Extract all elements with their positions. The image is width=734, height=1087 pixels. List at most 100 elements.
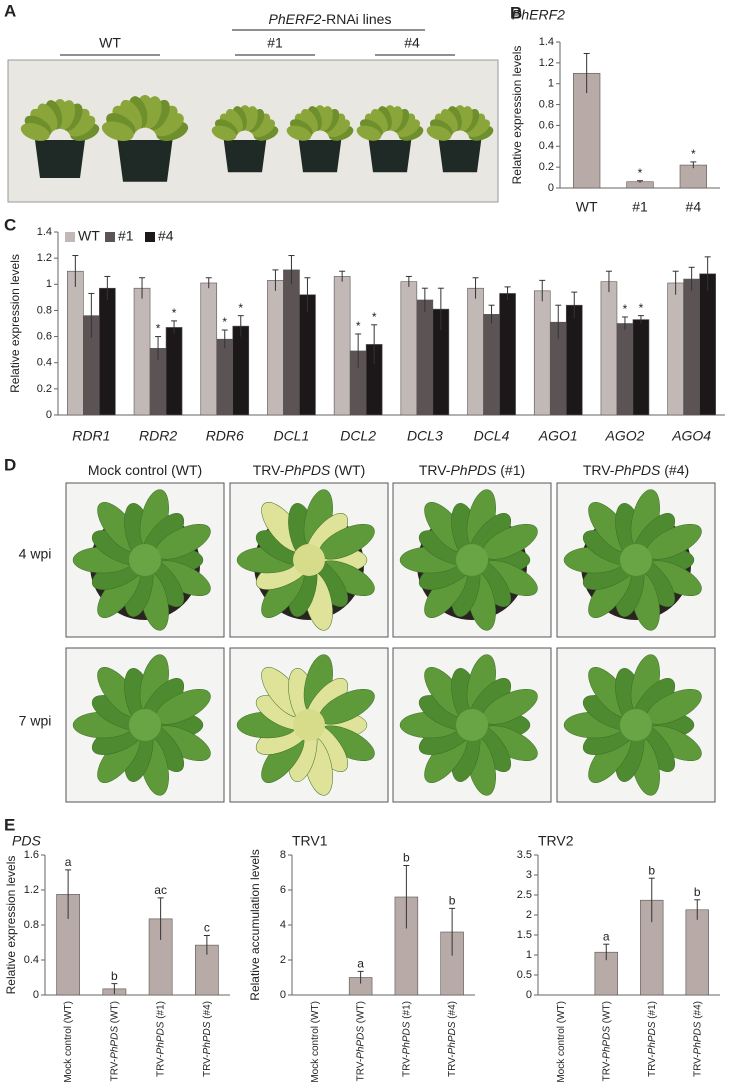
leaf	[20, 123, 50, 141]
bar	[200, 282, 218, 416]
y-tick-label: 0.5	[517, 969, 532, 981]
leaf	[211, 125, 237, 141]
x-tick-label: Mock control (WT)	[555, 1001, 566, 1083]
leaf	[620, 709, 652, 741]
y-tick-label: 2	[280, 954, 286, 966]
x-tick-label: TRV-PhPDS (#1)	[401, 1001, 412, 1077]
y-tick-label: 0.4	[37, 357, 52, 369]
text-part: PhPDS	[601, 1026, 612, 1059]
significance-label: a	[65, 855, 72, 869]
x-tick-label: WT	[576, 199, 598, 215]
significance-label: *	[172, 306, 177, 320]
text-part: PhPDS	[355, 1026, 366, 1059]
text-part: (#1)	[646, 1001, 657, 1022]
pot	[438, 140, 482, 173]
y-tick-label: 1	[46, 278, 52, 290]
x-tick-label: #4	[686, 199, 702, 215]
bar	[600, 281, 618, 416]
x-tick-label: AGO2	[604, 428, 644, 444]
legend-swatch	[105, 232, 115, 242]
y-tick-label: 1	[548, 78, 554, 90]
text-part: (#4)	[447, 1001, 458, 1022]
y-tick-label: 8	[280, 849, 286, 861]
y-tick-label: 1.6	[24, 849, 39, 861]
bar	[685, 909, 709, 996]
text-part: TRV-	[355, 1059, 366, 1082]
text-part: Mock control (WT)	[88, 462, 202, 478]
significance-label: b	[449, 894, 456, 908]
legend-swatch	[65, 232, 75, 242]
y-tick-label: 0.8	[37, 304, 52, 316]
leaf	[286, 125, 312, 141]
text-part: Mock control (WT)	[310, 1001, 321, 1083]
pot	[35, 140, 85, 178]
pot	[117, 140, 173, 182]
x-tick-label: DCL1	[274, 428, 310, 444]
x-tick-label: RDR6	[206, 428, 244, 444]
bar	[232, 325, 250, 416]
text-part: Mock control (WT)	[63, 1001, 74, 1083]
text-part: PhPDS	[109, 1026, 120, 1059]
bar	[499, 293, 516, 416]
bar	[416, 299, 434, 416]
text-part: TRV-	[401, 1054, 412, 1077]
panel-label: C	[4, 215, 16, 234]
legend-label: WT	[78, 228, 100, 244]
y-tick-label: 0.8	[539, 98, 554, 110]
bar	[283, 269, 300, 416]
pot	[223, 140, 267, 173]
leaf	[620, 544, 652, 576]
bar	[165, 327, 183, 416]
y-tick-label: 1.4	[37, 226, 52, 238]
x-tick-label: RDR1	[72, 428, 110, 444]
panel-label: E	[4, 815, 15, 834]
text-part: TRV-	[202, 1054, 213, 1077]
y-tick-label: 0.6	[539, 119, 554, 131]
x-tick-label: TRV-PhPDS (#1)	[155, 1001, 166, 1077]
y-tick-label: 3.5	[517, 849, 532, 861]
leaf	[129, 544, 161, 576]
bar	[667, 282, 684, 416]
y-tick-label: 0	[548, 182, 554, 194]
x-tick-label: TRV-PhPDS (#4)	[447, 1001, 458, 1077]
leaf	[293, 544, 325, 576]
x-tick-label: DCL2	[340, 428, 376, 444]
significance-label: b	[403, 851, 410, 865]
y-axis-label: Relative expression levels	[510, 46, 524, 185]
y-tick-label: 0.4	[539, 140, 554, 152]
legend-label: #4	[158, 228, 174, 244]
text-part: TRV-	[646, 1054, 657, 1077]
bar	[467, 287, 484, 416]
chart-title: TRV2	[538, 833, 574, 849]
leaf	[426, 125, 452, 141]
x-tick-label: TRV-PhPDS (WT)	[355, 1001, 366, 1081]
y-tick-label: 0	[280, 989, 286, 1001]
x-tick-label: TRV-PhPDS (#1)	[646, 1001, 657, 1077]
panel-label: B	[510, 3, 522, 22]
y-tick-label: 1.2	[24, 884, 39, 896]
column-title: TRV-PhPDS (WT)	[253, 462, 366, 478]
y-tick-label: 0.6	[37, 330, 52, 342]
pot	[368, 140, 412, 173]
x-tick-label: TRV-PhPDS (#4)	[692, 1001, 703, 1077]
legend-swatch	[145, 232, 155, 242]
leaf	[293, 709, 325, 741]
leaf	[129, 709, 161, 741]
column-title: TRV-PhPDS (#4)	[583, 462, 689, 478]
bar	[99, 287, 116, 416]
text-part: (WT)	[601, 1001, 612, 1026]
bar	[67, 270, 84, 416]
chart-title: PDS	[12, 833, 41, 849]
text-part: TRV-	[419, 462, 451, 478]
x-tick-label: DCL4	[474, 428, 510, 444]
text-part: PhPDS	[614, 462, 661, 478]
significance-label: b	[648, 863, 655, 877]
column-title: TRV-PhPDS (#1)	[419, 462, 525, 478]
text-part: TRV-	[447, 1054, 458, 1077]
text-part: PhPDS	[450, 462, 497, 478]
y-tick-label: 1.2	[37, 252, 52, 264]
leaf	[456, 544, 488, 576]
significance-label: b	[111, 969, 118, 983]
bar	[400, 281, 418, 416]
